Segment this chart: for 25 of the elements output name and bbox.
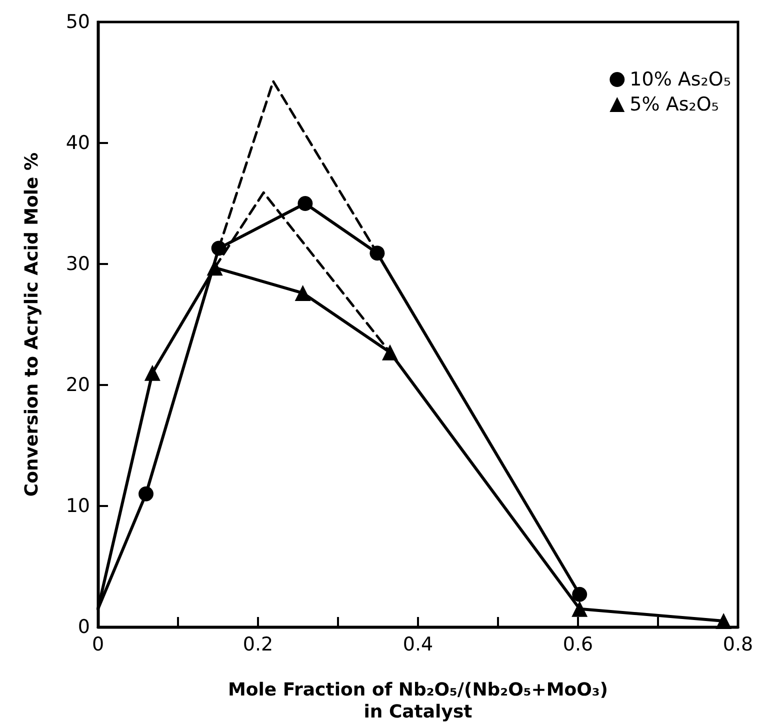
- y-axis-title: Conversion to Acrylic Acid Mole %: [22, 152, 42, 497]
- y-tick-label: 0: [78, 616, 90, 638]
- y-tick-label: 20: [66, 374, 90, 396]
- x-axis-title: Mole Fraction of Nb₂O₅/(Nb₂O₅+MoO₃) in Catalyst: [228, 680, 608, 722]
- x-tick-label: 0: [92, 634, 104, 656]
- point: [572, 586, 588, 602]
- y-tick-label: 50: [66, 11, 90, 33]
- y-tick-label: 10: [66, 495, 90, 517]
- point: [572, 600, 588, 617]
- x-tick-label: 0.4: [402, 634, 434, 656]
- point: [211, 240, 226, 256]
- point: [370, 246, 385, 261]
- point: [382, 344, 398, 360]
- point: [716, 612, 732, 629]
- point: [298, 196, 313, 211]
- y-tick-label: 30: [66, 253, 90, 275]
- point: [294, 285, 311, 302]
- point: [144, 364, 160, 381]
- y-tick-label: 40: [66, 132, 90, 154]
- legend-label: 10% As₂O₅: [630, 68, 732, 90]
- x-tick-label: 0.8: [722, 634, 754, 656]
- legend-label: 5% As₂O₅: [630, 94, 719, 116]
- x-tick-label: 0.6: [562, 634, 594, 656]
- x-tick-label: 0.2: [242, 634, 274, 656]
- point: [138, 486, 154, 502]
